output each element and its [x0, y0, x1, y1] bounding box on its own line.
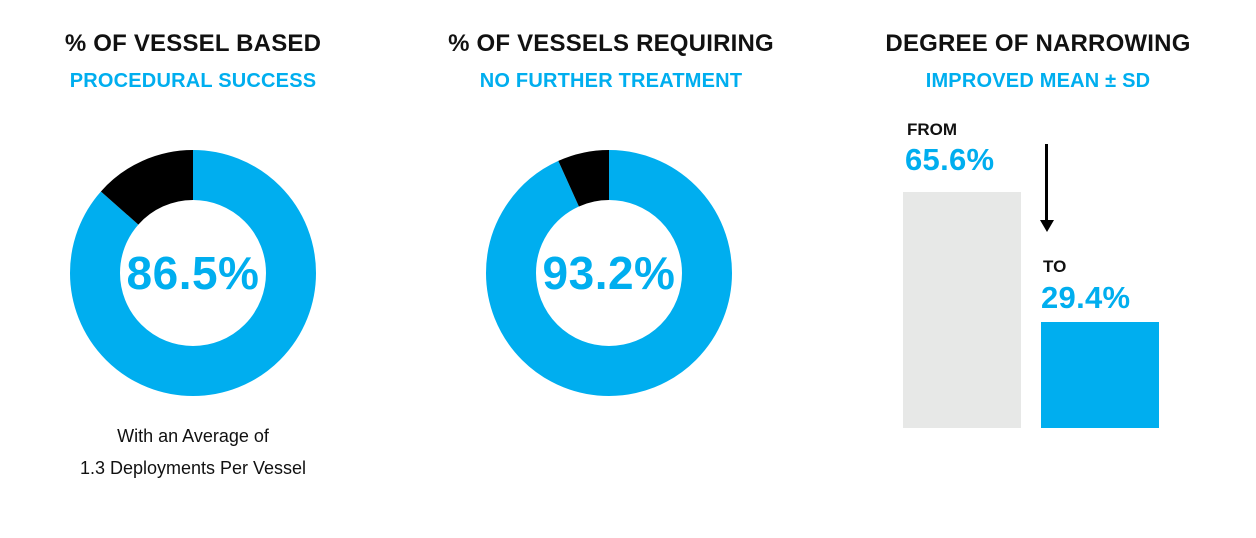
- caption-line-1: With an Average of: [117, 426, 269, 446]
- panel-degree-of-narrowing: DEGREE OF NARROWING IMPROVED MEAN ± SD F…: [858, 0, 1218, 538]
- donut-slice-remainder: [486, 150, 732, 396]
- panel-title: % OF VESSELS REQUIRING: [448, 30, 774, 57]
- bar-to: [1041, 322, 1159, 428]
- panel-subtitle: PROCEDURAL SUCCESS: [69, 70, 317, 92]
- down-arrow-head: [1039, 220, 1054, 232]
- donut-chart-success: 86.5%: [70, 150, 316, 396]
- from-value: 65.6%: [905, 142, 995, 177]
- to-value: 29.4%: [1041, 280, 1131, 315]
- donut-chart-no-treatment: 93.2%: [486, 150, 732, 396]
- to-label: TO: [1043, 257, 1067, 276]
- down-arrow-shaft: [1045, 144, 1048, 222]
- panel-title: DEGREE OF NARROWING: [885, 30, 1191, 57]
- bar-from: [903, 192, 1021, 428]
- caption-line-2: 1.3 Deployments Per Vessel: [79, 458, 307, 478]
- from-label: FROM: [907, 120, 958, 139]
- panel-procedural-success: % OF VESSEL BASED PROCEDURAL SUCCESS 86.…: [28, 0, 358, 538]
- donut-svg: [70, 150, 316, 396]
- donut-svg: [486, 150, 732, 396]
- panel-no-further-treatment: % OF VESSELS REQUIRING NO FURTHER TREATM…: [446, 0, 776, 538]
- donut-center-value: 93.2%: [542, 247, 676, 299]
- donut-slice-remainder: [70, 150, 316, 396]
- panel-title: % OF VESSEL BASED: [64, 30, 322, 57]
- panel-subtitle: NO FURTHER TREATMENT: [479, 70, 743, 92]
- panel-subtitle: IMPROVED MEAN ± SD: [925, 70, 1151, 92]
- bar-chart-narrowing: FROM 65.6% TO 29.4%: [903, 100, 1233, 440]
- donut-center-value: 86.5%: [126, 247, 260, 299]
